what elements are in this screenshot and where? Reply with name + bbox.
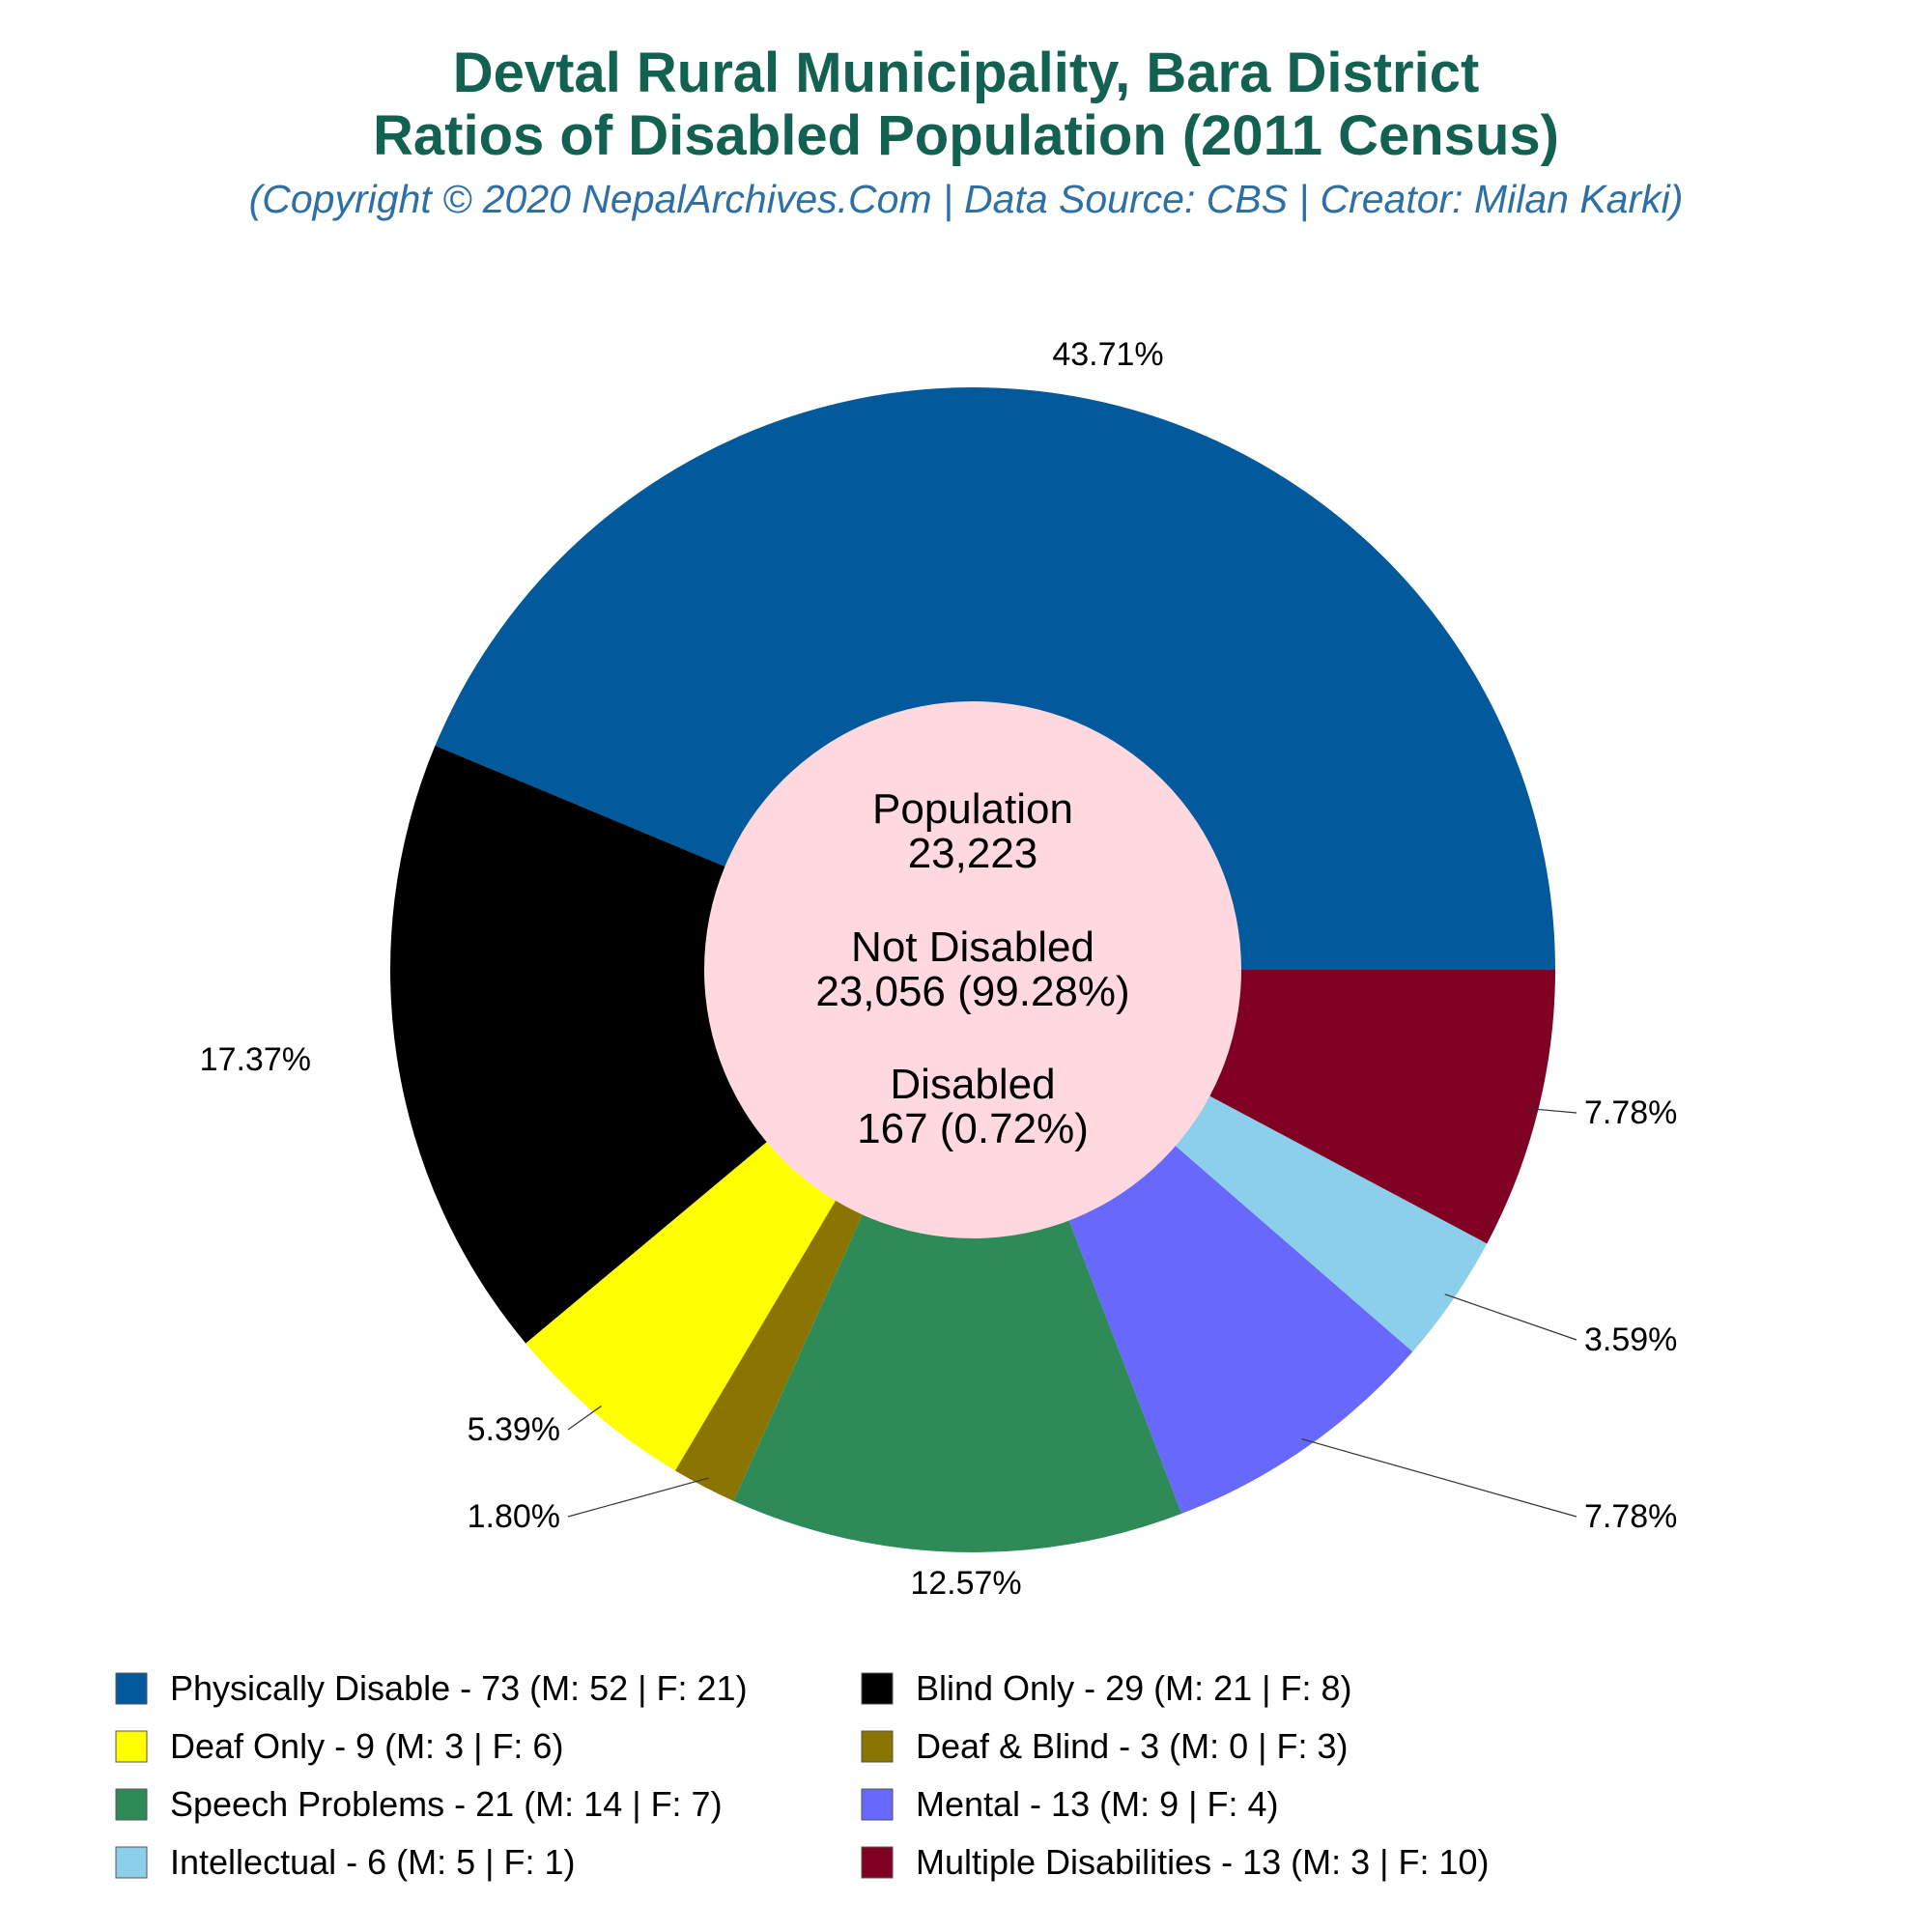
legend-swatch-deaf-only xyxy=(115,1730,148,1763)
legend-label-deaf-only: Deaf Only - 9 (M: 3 | F: 6) xyxy=(170,1726,563,1766)
legend-swatch-blind-only xyxy=(861,1672,894,1705)
percent-label-intellectual: 3.59% xyxy=(1584,1321,1677,1358)
legend-item-speech-problems: Speech Problems - 21 (M: 14 | F: 7) xyxy=(115,1784,723,1824)
legend-label-mental: Mental - 13 (M: 9 | F: 4) xyxy=(916,1784,1278,1824)
center-not-disabled-label: Not Disabled xyxy=(851,923,1094,971)
slice-physically-disable xyxy=(435,386,1555,970)
leader-line-deaf-blind xyxy=(567,1477,709,1518)
legend: Physically Disable - 73 (M: 52 | F: 21) B… xyxy=(115,1668,1490,1882)
percent-label-speech-problems: 12.57% xyxy=(910,1565,1021,1602)
legend-item-multiple-disabilities: Multiple Disabilities - 13 (M: 3 | F: 10… xyxy=(861,1842,1490,1882)
legend-swatch-intellectual xyxy=(115,1846,148,1879)
percent-label-blind-only: 17.37% xyxy=(200,1041,311,1078)
legend-label-multiple-disabilities: Multiple Disabilities - 13 (M: 3 | F: 10… xyxy=(916,1842,1490,1882)
legend-swatch-mental xyxy=(861,1788,894,1821)
percent-label-physically-disable: 43.71% xyxy=(1052,336,1163,373)
legend-label-physically-disable: Physically Disable - 73 (M: 52 | F: 21) xyxy=(170,1668,748,1708)
legend-swatch-multiple-disabilities xyxy=(861,1846,894,1879)
legend-label-deaf-blind: Deaf & Blind - 3 (M: 0 | F: 3) xyxy=(916,1726,1349,1766)
legend-swatch-physically-disable xyxy=(115,1672,148,1705)
legend-item-intellectual: Intellectual - 6 (M: 5 | F: 1) xyxy=(115,1842,575,1882)
legend-item-mental: Mental - 13 (M: 9 | F: 4) xyxy=(861,1784,1278,1824)
legend-item-physically-disable: Physically Disable - 73 (M: 52 | F: 21) xyxy=(115,1668,748,1708)
percent-label-multiple-disabilities: 7.78% xyxy=(1584,1094,1677,1131)
legend-label-speech-problems: Speech Problems - 21 (M: 14 | F: 7) xyxy=(170,1784,723,1824)
legend-swatch-speech-problems xyxy=(115,1788,148,1821)
chart-title-line2: Ratios of Disabled Population (2011 Cens… xyxy=(373,104,1559,167)
percent-label-deaf-blind: 1.80% xyxy=(468,1498,560,1535)
center-disc xyxy=(704,701,1241,1238)
legend-item-deaf-blind: Deaf & Blind - 3 (M: 0 | F: 3) xyxy=(861,1726,1349,1766)
legend-item-blind-only: Blind Only - 29 (M: 21 | F: 8) xyxy=(861,1668,1352,1708)
chart-title: Devtal Rural Municipality, Bara District xyxy=(453,42,1480,104)
leader-line-mental xyxy=(1301,1438,1577,1518)
percent-label-deaf-only: 5.39% xyxy=(468,1411,560,1448)
legend-label-blind-only: Blind Only - 29 (M: 21 | F: 8) xyxy=(916,1668,1352,1708)
center-population-label: Population xyxy=(872,785,1073,833)
slice-blind-only xyxy=(389,745,973,1344)
center-disabled-value: 167 (0.72%) xyxy=(857,1105,1089,1152)
slice-speech-problems xyxy=(733,970,1182,1552)
legend-item-deaf-only: Deaf Only - 9 (M: 3 | F: 6) xyxy=(115,1726,563,1766)
center-population-value: 23,223 xyxy=(908,830,1038,877)
center-not-disabled-value: 23,056 (99.28%) xyxy=(815,968,1129,1015)
chart-subtitle: (Copyright © 2020 NepalArchives.Com | Da… xyxy=(249,177,1684,221)
leader-line-intellectual xyxy=(1444,1293,1577,1341)
legend-swatch-deaf-blind xyxy=(861,1730,894,1763)
pie-percent-labels: 43.71% 17.37% 5.39% 1.80% 12.57% 7.78% 3.59% 7.… xyxy=(200,336,1678,1602)
pie-leader-lines xyxy=(567,1107,1577,1518)
leader-line-deaf-only xyxy=(567,1405,602,1431)
leader-line-multiple-disabilities xyxy=(1528,1107,1577,1114)
percent-label-mental: 7.78% xyxy=(1584,1498,1677,1535)
center-disabled-label: Disabled xyxy=(890,1061,1055,1108)
legend-label-intellectual: Intellectual - 6 (M: 5 | F: 1) xyxy=(170,1842,575,1882)
